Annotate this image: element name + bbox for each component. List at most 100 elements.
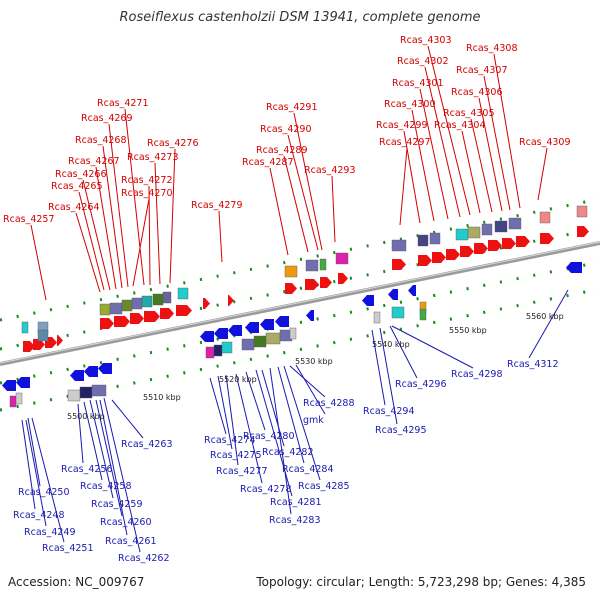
gene-label-bottom[interactable]: Rcas_4278 xyxy=(240,484,292,495)
gene-arrow-forward[interactable] xyxy=(502,238,516,249)
gene-box[interactable] xyxy=(455,228,469,241)
gene-arrow-forward[interactable] xyxy=(305,279,319,290)
gene-arrow-forward[interactable] xyxy=(130,313,144,324)
gene-arrow-forward[interactable] xyxy=(203,298,210,309)
gene-label-bottom[interactable]: Rcas_4259 xyxy=(91,499,143,510)
gene-label-top[interactable]: Rcas_4300 xyxy=(384,99,436,110)
gene-label-top[interactable]: Rcas_4271 xyxy=(97,98,149,109)
gene-label-top[interactable]: Rcas_4257 xyxy=(3,214,55,225)
gene-arrow-reverse[interactable] xyxy=(245,322,259,333)
gene-label-bottom[interactable]: Rcas_4261 xyxy=(105,536,157,547)
gene-arrow-forward[interactable] xyxy=(114,316,130,327)
gene-label-top[interactable]: Rcas_4303 xyxy=(400,35,452,46)
gene-arrow-forward[interactable] xyxy=(392,259,406,270)
gene-label-top[interactable]: Rcas_4289 xyxy=(256,145,308,156)
gene-label-top[interactable]: Rcas_4264 xyxy=(48,202,100,213)
gene-arrow-reverse[interactable] xyxy=(16,377,30,388)
gene-arrow-forward[interactable] xyxy=(418,255,432,266)
gene-label-bottom[interactable]: Rcas_4248 xyxy=(13,510,65,521)
gene-box[interactable] xyxy=(508,217,522,230)
gene-box[interactable] xyxy=(391,239,407,252)
gene-label-top[interactable]: Rcas_4287 xyxy=(242,157,294,168)
gene-box[interactable] xyxy=(79,386,93,399)
gene-label-top[interactable]: Rcas_4302 xyxy=(397,56,449,67)
gene-label-bottom[interactable]: Rcas_4256 xyxy=(61,464,113,475)
gene-box[interactable] xyxy=(539,211,551,224)
gene-label-bottom[interactable]: Rcas_4285 xyxy=(298,481,350,492)
gene-box[interactable] xyxy=(284,265,298,278)
gene-box[interactable] xyxy=(213,344,223,357)
gene-label-bottom[interactable]: Rcas_4274 xyxy=(204,435,256,446)
gene-arrow-forward[interactable] xyxy=(57,335,63,346)
gene-label-top[interactable]: Rcas_4265 xyxy=(51,181,103,192)
gene-label-top[interactable]: Rcas_4304 xyxy=(434,120,486,131)
gene-box[interactable] xyxy=(467,226,481,239)
gene-box[interactable] xyxy=(121,299,133,312)
gene-box[interactable] xyxy=(335,252,349,265)
gene-arrow-forward[interactable] xyxy=(516,236,530,247)
gene-label-bottom[interactable]: Rcas_4296 xyxy=(395,379,447,390)
gene-box[interactable] xyxy=(576,205,588,218)
gene-arrow-forward[interactable] xyxy=(320,277,332,288)
gene-label-bottom[interactable]: Rcas_4283 xyxy=(269,515,321,526)
gene-box[interactable] xyxy=(15,392,23,405)
gene-arrow-forward[interactable] xyxy=(446,249,460,260)
gene-arrow-reverse[interactable] xyxy=(275,316,289,327)
gene-box[interactable] xyxy=(99,303,111,316)
gene-box[interactable] xyxy=(419,308,427,321)
gene-label-bottom[interactable]: Rcas_4282 xyxy=(262,447,314,458)
gene-arrow-forward[interactable] xyxy=(33,339,45,350)
gene-label-top[interactable]: Rcas_4267 xyxy=(68,156,120,167)
gene-box[interactable] xyxy=(373,311,381,324)
gene-label-bottom[interactable]: Rcas_4262 xyxy=(118,553,170,564)
gene-label-bottom[interactable]: Rcas_4284 xyxy=(282,464,334,475)
gene-arrow-forward[interactable] xyxy=(577,226,589,237)
gene-label-bottom[interactable]: Rcas_4298 xyxy=(451,369,503,380)
gene-label-top[interactable]: Rcas_4268 xyxy=(75,135,127,146)
gene-arrow-reverse[interactable] xyxy=(362,295,374,306)
gene-label-bottom[interactable]: Rcas_4277 xyxy=(216,466,268,477)
gene-box[interactable] xyxy=(152,293,164,306)
gene-box[interactable] xyxy=(162,291,172,304)
gene-arrow-forward[interactable] xyxy=(160,308,174,319)
gene-arrow-reverse[interactable] xyxy=(388,289,398,300)
gene-arrow-reverse[interactable] xyxy=(200,331,214,342)
gene-arrow-forward[interactable] xyxy=(176,305,192,316)
gene-box[interactable] xyxy=(289,327,297,340)
gene-label-top[interactable]: Rcas_4309 xyxy=(519,137,571,148)
gene-label-top[interactable]: Rcas_4276 xyxy=(147,138,199,149)
gene-arrow-reverse[interactable] xyxy=(408,285,416,296)
gene-arrow-reverse[interactable] xyxy=(306,310,314,321)
gene-label-bottom[interactable]: gmk xyxy=(303,415,324,426)
gene-label-top[interactable]: Rcas_4266 xyxy=(55,169,107,180)
gene-arrow-reverse[interactable] xyxy=(84,366,98,377)
gene-arrow-forward[interactable] xyxy=(100,318,114,329)
gene-arrow-forward[interactable] xyxy=(474,243,488,254)
gene-arrow-forward[interactable] xyxy=(23,341,35,352)
gene-box[interactable] xyxy=(131,297,143,310)
gene-arrow-forward[interactable] xyxy=(228,295,234,306)
gene-box[interactable] xyxy=(67,389,81,402)
gene-arrow-reverse[interactable] xyxy=(214,328,228,339)
gene-box[interactable] xyxy=(205,346,215,359)
gene-label-bottom[interactable]: Rcas_4294 xyxy=(363,406,415,417)
gene-arrow-forward[interactable] xyxy=(338,273,348,284)
gene-label-bottom[interactable]: Rcas_4280 xyxy=(243,431,295,442)
gene-arrow-reverse[interactable] xyxy=(2,380,16,391)
gene-label-bottom[interactable]: Rcas_4249 xyxy=(24,527,76,538)
gene-label-bottom[interactable]: Rcas_4275 xyxy=(210,450,262,461)
gene-box[interactable] xyxy=(241,338,255,351)
gene-box[interactable] xyxy=(253,335,267,348)
gene-arrow-forward[interactable] xyxy=(488,240,502,251)
gene-arrow-reverse[interactable] xyxy=(98,363,112,374)
gene-box[interactable] xyxy=(221,341,233,354)
gene-label-bottom[interactable]: Rcas_4263 xyxy=(121,439,173,450)
gene-label-top[interactable]: Rcas_4306 xyxy=(451,87,503,98)
gene-label-top[interactable]: Rcas_4297 xyxy=(379,137,431,148)
gene-label-top[interactable]: Rcas_4293 xyxy=(304,165,356,176)
gene-arrow-reverse[interactable] xyxy=(260,319,274,330)
gene-arrow-reverse[interactable] xyxy=(70,370,84,381)
gene-box[interactable] xyxy=(494,220,508,233)
gene-box[interactable] xyxy=(481,223,493,236)
gene-box[interactable] xyxy=(391,306,405,319)
